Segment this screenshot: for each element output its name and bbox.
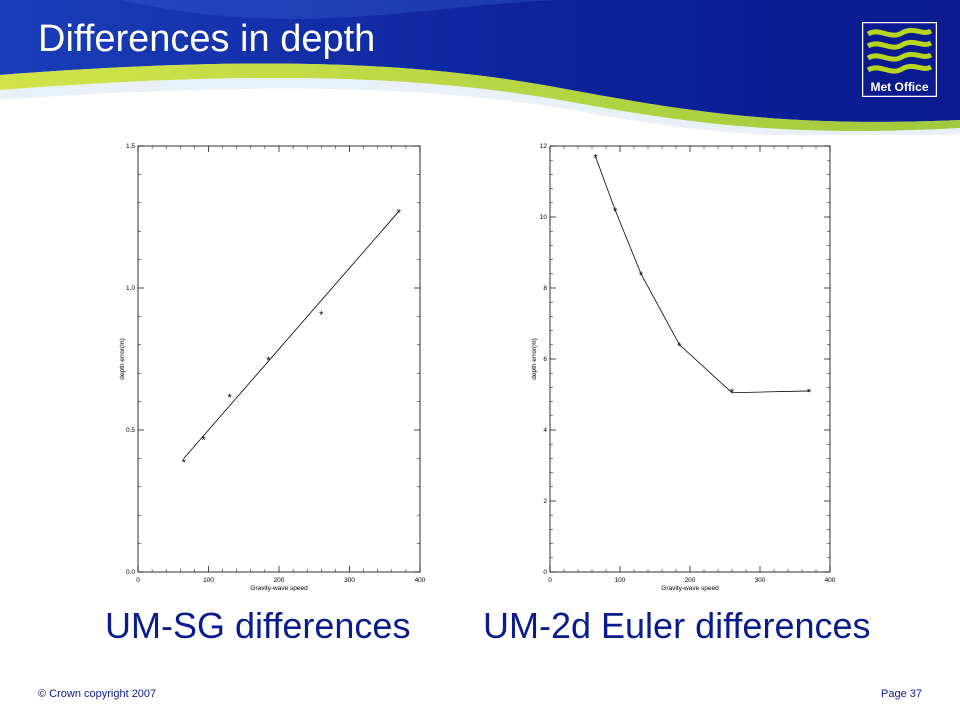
y-tick-label: 10 (540, 214, 548, 221)
data-point: * (730, 387, 735, 399)
plot-frame (549, 145, 831, 573)
caption-um-2d-euler: UM-2d Euler differences (483, 605, 871, 646)
data-point: * (319, 310, 324, 322)
x-tick-label: 100 (203, 577, 214, 584)
footer-copyright: © Crown copyright 2007 (38, 688, 157, 700)
data-point: * (266, 355, 271, 367)
x-tick-label: 400 (415, 577, 426, 584)
footer-page-number: Page 37 (881, 688, 922, 700)
plot-frame (137, 145, 421, 573)
data-point: * (593, 153, 598, 165)
y-tick-label: 0.5 (126, 427, 135, 434)
y-tick-label: 2 (543, 498, 547, 505)
data-point: * (677, 341, 682, 353)
y-tick-label: 1.5 (126, 143, 135, 150)
header-band (0, 0, 960, 135)
y-tick-label: 12 (540, 143, 548, 150)
y-tick-label: 4 (543, 427, 547, 434)
data-point: * (639, 270, 644, 282)
x-tick-label: 0 (136, 577, 140, 584)
y-axis-label: depth error(m) (119, 338, 126, 380)
x-tick-label: 0 (548, 577, 552, 584)
chart-um-sg: 0 100 200 300 400 0.0 0.5 1.0 1.5 Gravity-wave sp… (119, 143, 426, 592)
data-point: * (228, 392, 233, 404)
y-tick-label: 1.0 (126, 285, 135, 292)
series-line (595, 156, 810, 394)
data-point: * (807, 387, 812, 399)
data-point: * (201, 435, 206, 447)
x-axis-label: Gravity-wave speed (661, 585, 719, 592)
x-tick-label: 300 (344, 577, 355, 584)
x-axis-label: Gravity-wave speed (250, 585, 308, 592)
data-point: * (397, 207, 402, 219)
y-tick-label: 6 (543, 356, 547, 363)
data-point: * (182, 457, 187, 469)
met-office-logo: Met Office (861, 21, 938, 98)
x-tick-label: 200 (274, 577, 285, 584)
data-point: * (613, 206, 618, 218)
logo-text: Met Office (870, 80, 928, 94)
x-tick-label: 200 (685, 577, 696, 584)
x-tick-label: 400 (825, 577, 836, 584)
series-line (183, 211, 400, 459)
caption-um-sg: UM-SG differences (105, 605, 411, 646)
slide-title: Differences in depth (38, 18, 376, 60)
y-tick-label: 0 (543, 569, 547, 576)
chart-um-2d-euler: 0 100 200 300 400 0 2 4 6 8 10 12 Gravity-wave speed… (531, 143, 836, 592)
y-tick-label: 8 (543, 285, 547, 292)
y-axis-label: depth error(m) (531, 338, 538, 380)
y-tick-label: 0.0 (126, 569, 135, 576)
x-tick-label: 100 (615, 577, 626, 584)
x-tick-label: 300 (755, 577, 766, 584)
